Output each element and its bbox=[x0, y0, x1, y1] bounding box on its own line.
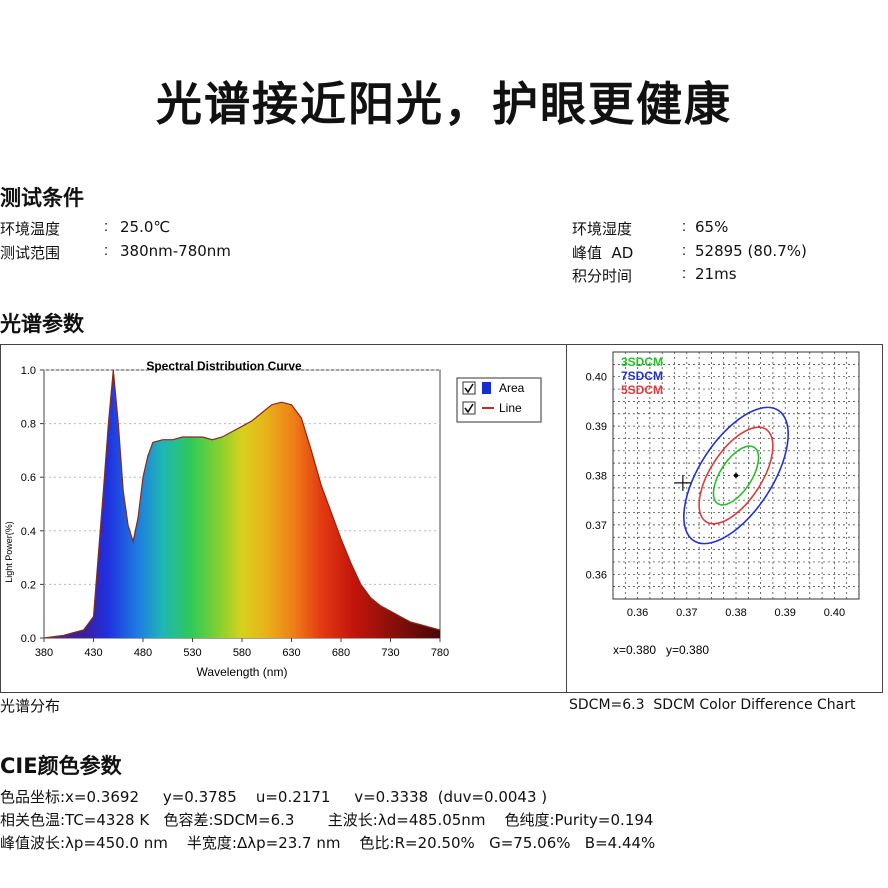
spectral-xlabel: Wavelength (nm) bbox=[197, 665, 288, 679]
spectral-xtick-label: 780 bbox=[431, 647, 449, 659]
panel-divider bbox=[566, 344, 567, 693]
sdcm-xtick-label: 0.38 bbox=[725, 607, 746, 619]
spectral-ytick-label: 0.0 bbox=[21, 633, 36, 645]
sdcm-ytick-label: 0.40 bbox=[586, 372, 607, 384]
test-conditions-title: 测试条件 bbox=[0, 186, 84, 210]
peak-ad-label: 峰值 AD bbox=[572, 244, 634, 262]
integration-time-value: 21ms bbox=[695, 265, 737, 283]
legend-line-checkbox[interactable] bbox=[462, 401, 476, 415]
spectral-ytick-label: 0.8 bbox=[21, 419, 36, 431]
check-icon bbox=[464, 403, 474, 414]
env-humidity-label: 环境湿度 bbox=[572, 220, 633, 238]
spectral-ytick-label: 0.2 bbox=[21, 579, 36, 591]
spectral-xtick-label: 580 bbox=[233, 647, 251, 659]
spectrum-section-title: 光谱参数 bbox=[0, 312, 84, 336]
check-icon bbox=[464, 383, 474, 394]
sdcm-xtick-label: 0.36 bbox=[627, 607, 648, 619]
sdcm-ellipse-7sdcm bbox=[683, 406, 789, 545]
sdcm-ellipse-5sdcm bbox=[698, 426, 774, 525]
spectral-ytick-label: 1.0 bbox=[21, 365, 36, 377]
cie-line-chromaticity: 色品坐标:x=0.3692 y=0.3785 u=0.2171 v=0.3338… bbox=[0, 788, 548, 806]
env-humidity-sep: : bbox=[682, 218, 687, 235]
sdcm-xtick-label: 0.40 bbox=[824, 607, 845, 619]
spectrum-area bbox=[44, 370, 440, 638]
spectral-xtick-label: 630 bbox=[282, 647, 300, 659]
legend-3sdcm: 3SDCM bbox=[621, 355, 663, 369]
cie-line-peak: 峰值波长:λp=450.0 nm 半宽度:Δλp=23.7 nm 色比:R=20… bbox=[0, 834, 656, 852]
spectral-chart: 0.0 0.2 0.4 0.6 0.8 1.0 380 430 480 530 580 630 680 7… bbox=[4, 359, 542, 679]
env-temp-sep: : bbox=[104, 218, 109, 235]
legend-5sdcm: 5SDCM bbox=[621, 383, 663, 397]
test-range-value: 380nm-780nm bbox=[120, 242, 231, 260]
sdcm-ytick-label: 0.38 bbox=[586, 471, 607, 483]
peak-ad-sep: : bbox=[682, 242, 687, 259]
peak-ad-value: 52895 (80.7%) bbox=[695, 242, 807, 260]
cie-title: CIE颜色参数 bbox=[0, 754, 122, 778]
sdcm-ytick-label: 0.36 bbox=[586, 569, 607, 581]
env-temp-value: 25.0℃ bbox=[120, 218, 171, 236]
test-range-sep: : bbox=[104, 242, 109, 259]
sdcm-caption: SDCM=6.3 SDCM Color Difference Chart bbox=[569, 697, 856, 713]
sdcm-ytick-label: 0.37 bbox=[586, 520, 607, 532]
spectral-xtick-label: 430 bbox=[84, 647, 102, 659]
sdcm-xtick-label: 0.37 bbox=[676, 607, 697, 619]
sdcm-ytick-label: 0.39 bbox=[586, 421, 607, 433]
sdcm-ellipse-3sdcm bbox=[712, 445, 760, 506]
spectral-xtick-label: 730 bbox=[381, 647, 399, 659]
legend-line-label: Line bbox=[499, 401, 522, 415]
chart-panel bbox=[0, 344, 883, 693]
sdcm-chart: 0.36 0.37 0.38 0.39 0.40 0.36 0.37 0.38 0.39 0.40… bbox=[586, 351, 860, 657]
legend-7sdcm: 7SDCM bbox=[621, 369, 663, 383]
spectral-ylabel: Light Power(%) bbox=[4, 521, 14, 583]
spectrum-line bbox=[43, 369, 441, 639]
integration-time-label: 积分时间 bbox=[572, 267, 633, 285]
spectral-ytick-label: 0.6 bbox=[21, 472, 36, 484]
spectral-xtick-label: 480 bbox=[134, 647, 152, 659]
sdcm-center-point bbox=[733, 473, 739, 478]
page-headline: 光谱接近阳光，护眼更健康 bbox=[156, 77, 732, 131]
test-range-label: 测试范围 bbox=[0, 244, 61, 262]
sdcm-xtick-label: 0.39 bbox=[774, 607, 795, 619]
spectrum-caption: 光谱分布 bbox=[0, 697, 61, 715]
spectral-xtick-label: 380 bbox=[35, 647, 53, 659]
spectral-chart-title: Spectral Distribution Curve bbox=[146, 359, 302, 373]
cie-line-cct: 相关色温:TC=4328 K 色容差:SDCM=6.3 主波长:λd=485.0… bbox=[0, 811, 654, 829]
integration-time-sep: : bbox=[682, 265, 687, 282]
legend-area-label: Area bbox=[499, 381, 525, 395]
sdcm-readout: x=0.380 y=0.380 bbox=[613, 643, 709, 657]
env-humidity-value: 65% bbox=[695, 218, 729, 236]
spectral-xtick-label: 680 bbox=[332, 647, 350, 659]
spectral-ytick-label: 0.4 bbox=[21, 526, 36, 538]
legend-area-checkbox[interactable] bbox=[462, 381, 476, 395]
spectral-xtick-label: 530 bbox=[183, 647, 201, 659]
env-temp-label: 环境温度 bbox=[0, 220, 61, 238]
legend-area-swatch bbox=[482, 382, 491, 394]
